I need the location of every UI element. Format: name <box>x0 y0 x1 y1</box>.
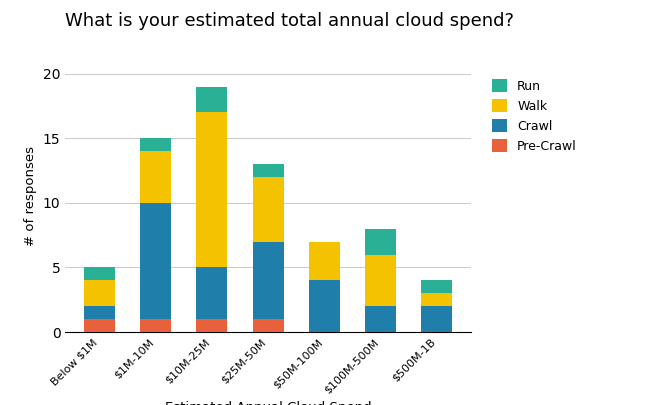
Bar <box>309 280 340 332</box>
Bar <box>252 177 284 242</box>
Bar <box>140 203 171 319</box>
Bar <box>84 306 115 319</box>
Bar <box>84 319 115 332</box>
Bar <box>365 229 396 255</box>
Bar <box>140 319 171 332</box>
Bar <box>252 242 284 319</box>
Bar <box>140 138 171 151</box>
Bar <box>421 306 453 332</box>
X-axis label: Estimated Annual Cloud Spend: Estimated Annual Cloud Spend <box>165 401 371 405</box>
Bar <box>365 255 396 306</box>
Bar <box>365 306 396 332</box>
Bar <box>309 242 340 280</box>
Bar <box>196 87 228 113</box>
Bar <box>84 267 115 280</box>
Text: What is your estimated total annual cloud spend?: What is your estimated total annual clou… <box>65 12 515 30</box>
Bar <box>196 319 228 332</box>
Legend: Run, Walk, Crawl, Pre-Crawl: Run, Walk, Crawl, Pre-Crawl <box>487 74 582 158</box>
Bar <box>196 267 228 319</box>
Bar <box>252 164 284 177</box>
Bar <box>421 280 453 293</box>
Bar <box>84 280 115 306</box>
Bar <box>252 319 284 332</box>
Y-axis label: # of responses: # of responses <box>24 147 37 246</box>
Bar <box>196 113 228 267</box>
Bar <box>140 151 171 203</box>
Bar <box>421 293 453 306</box>
